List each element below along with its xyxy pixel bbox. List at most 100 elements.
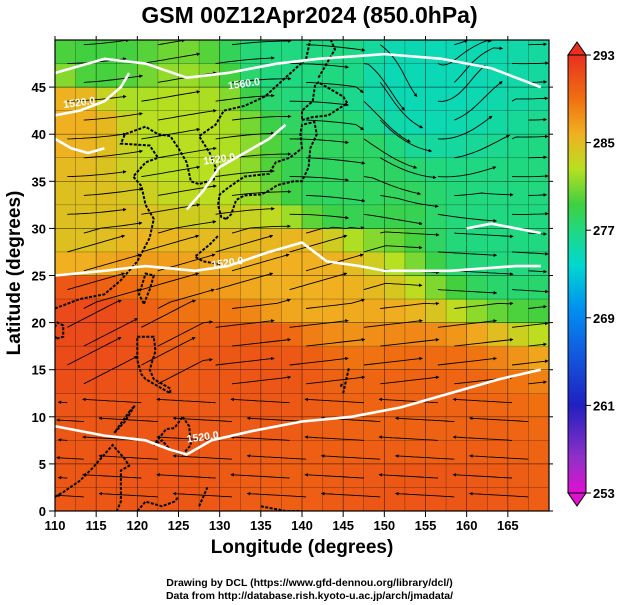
- field-cell: [343, 228, 365, 253]
- coastline: [216, 120, 318, 220]
- field-cell: [96, 275, 118, 300]
- streamline: [454, 192, 514, 197]
- field-cell: [55, 157, 77, 182]
- field-cell: [157, 134, 180, 159]
- streamline: [141, 272, 200, 291]
- field-cell: [302, 346, 324, 371]
- field-cell: [137, 487, 159, 511]
- field-cell: [384, 322, 406, 347]
- field-cell: [528, 40, 549, 65]
- field-cell: [446, 40, 468, 65]
- field-cell: [384, 440, 406, 465]
- field-cell: [219, 463, 241, 489]
- field-cell: [322, 487, 344, 511]
- streamline: [469, 454, 529, 460]
- field-cell: [260, 275, 283, 300]
- streamline: [157, 146, 217, 159]
- field-cell: [384, 275, 406, 300]
- streamline: [512, 61, 549, 65]
- contour-label: 1520.0: [63, 95, 97, 111]
- streamline: [454, 134, 511, 159]
- field-cell: [322, 416, 344, 441]
- field-cell: [260, 369, 283, 394]
- streamline: [306, 157, 366, 165]
- streamline: [289, 100, 349, 107]
- field-cell: [302, 440, 324, 465]
- field-cell: [487, 228, 509, 253]
- field-cell: [260, 440, 283, 465]
- field-cell: [363, 110, 385, 135]
- field-cell: [343, 110, 365, 135]
- field-cell: [425, 228, 447, 253]
- streamline: [215, 206, 275, 215]
- field-cell: [178, 63, 200, 88]
- field-cell: [487, 87, 509, 112]
- field-cell: [199, 416, 221, 441]
- field-cell: [240, 346, 262, 371]
- field-cell: [55, 463, 77, 489]
- y-tick-label: 25: [32, 269, 46, 284]
- field-cell: [75, 393, 97, 418]
- field-cell: [116, 346, 138, 371]
- field-cell: [137, 204, 159, 229]
- streamline: [306, 81, 364, 93]
- streamline: [289, 319, 349, 328]
- field-cell: [157, 346, 180, 371]
- field-cell: [528, 181, 549, 206]
- field-cell: [404, 251, 427, 277]
- field-cell: [157, 322, 180, 347]
- field-cell: [528, 134, 549, 159]
- streamline: [98, 491, 158, 498]
- streamline: [378, 435, 438, 441]
- streamline: [306, 375, 366, 385]
- x-tick-label: 120: [126, 518, 148, 533]
- field-cell: [466, 40, 488, 65]
- field-cell: [466, 228, 488, 253]
- field-cell: [302, 181, 324, 206]
- field-cell: [363, 204, 385, 229]
- field-cell: [240, 110, 262, 135]
- field-cell: [446, 251, 468, 277]
- field-cell: [466, 110, 488, 135]
- streamline: [320, 491, 381, 498]
- field-cell: [260, 299, 283, 324]
- streamline: [83, 112, 143, 121]
- x-tick-label: 140: [291, 518, 313, 533]
- colorbar-tick-label: 277: [593, 223, 615, 238]
- streamline: [231, 76, 292, 83]
- field-cell: [157, 299, 180, 324]
- contour-label: 1520.0: [186, 429, 220, 445]
- field-cell: [363, 228, 385, 253]
- field-cell: [281, 110, 303, 135]
- streamline: [157, 357, 213, 385]
- height-contour: [55, 368, 542, 456]
- field-cell: [322, 322, 344, 347]
- streamline: [57, 438, 68, 442]
- field-cell: [343, 440, 365, 465]
- streamline: [157, 109, 217, 121]
- streamline: [452, 435, 513, 441]
- field-cell: [178, 275, 200, 300]
- streamline: [511, 321, 549, 328]
- field-cell: [199, 369, 221, 394]
- streamline: [379, 44, 418, 98]
- field-cell: [425, 181, 447, 206]
- streamline: [83, 149, 143, 159]
- field-cell: [96, 63, 118, 88]
- streamline: [304, 397, 364, 404]
- field-cell: [322, 440, 344, 465]
- streamline: [453, 46, 504, 83]
- colorbar-scale: [567, 54, 587, 494]
- field-cell: [507, 40, 530, 65]
- field-cell: [322, 228, 344, 253]
- field-cell: [75, 487, 97, 511]
- field-cell: [507, 251, 530, 277]
- field-cell: [384, 134, 406, 159]
- field-cell: [281, 369, 303, 394]
- streamline: [469, 491, 529, 498]
- field-cell: [260, 393, 283, 418]
- y-tick-label: 40: [32, 127, 46, 142]
- field-cell: [466, 134, 488, 159]
- y-tick-label: 10: [32, 410, 46, 425]
- field-cell: [425, 299, 447, 324]
